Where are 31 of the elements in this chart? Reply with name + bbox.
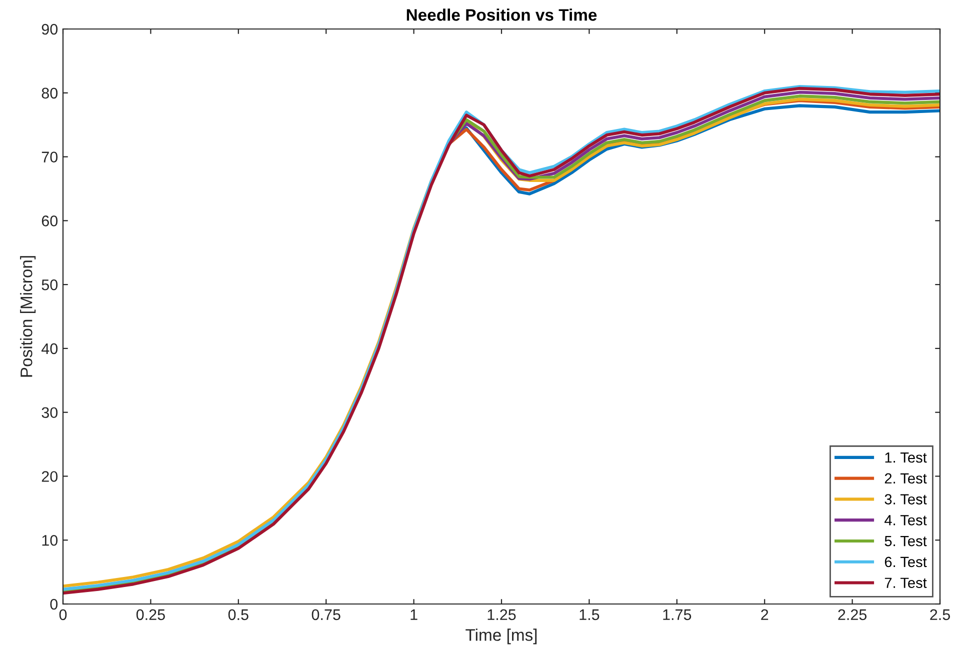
x-tick-label: 0.25 [136,609,165,620]
y-tick-label: 10 [42,534,58,546]
x-tick-label: 2.5 [930,609,950,620]
x-tick-label: 1.5 [580,609,600,620]
y-tick-label: 40 [42,343,58,354]
y-tick-label: 80 [42,88,58,99]
legend-label: 4. Test [884,515,927,526]
legend-label: 3. Test [884,494,927,504]
legend-label: 7. Test [884,578,927,588]
legend-label: 1. Test [885,452,927,463]
x-tick-label: 0.75 [312,609,340,620]
chart-title: Needle Position vs Time [406,8,597,21]
y-tick-label: 70 [42,152,58,162]
y-tick-label: 0 [50,598,58,610]
y-tick-label: 20 [42,471,58,482]
x-tick-label: 2 [761,609,768,620]
y-axis-title: Position [Micron] [20,256,36,377]
x-tick-label: 2.25 [838,609,867,620]
y-tick-label: 90 [42,24,58,35]
y-tick-label: 50 [42,279,58,290]
y-tick-label: 30 [42,407,58,418]
x-tick-label: 1.25 [488,609,516,620]
x-tick-label: 0.5 [228,609,248,620]
legend-label: 2. Test [884,473,927,484]
y-tick-label: 60 [42,216,58,226]
x-tick-label: 1 [410,609,418,620]
legend-label: 6. Test [884,556,927,568]
x-tick-label: 0 [59,609,67,620]
legend-label: 5. Test [884,536,927,546]
x-tick-label: 1.75 [663,609,692,620]
x-axis-title: Time [ms] [466,628,537,644]
